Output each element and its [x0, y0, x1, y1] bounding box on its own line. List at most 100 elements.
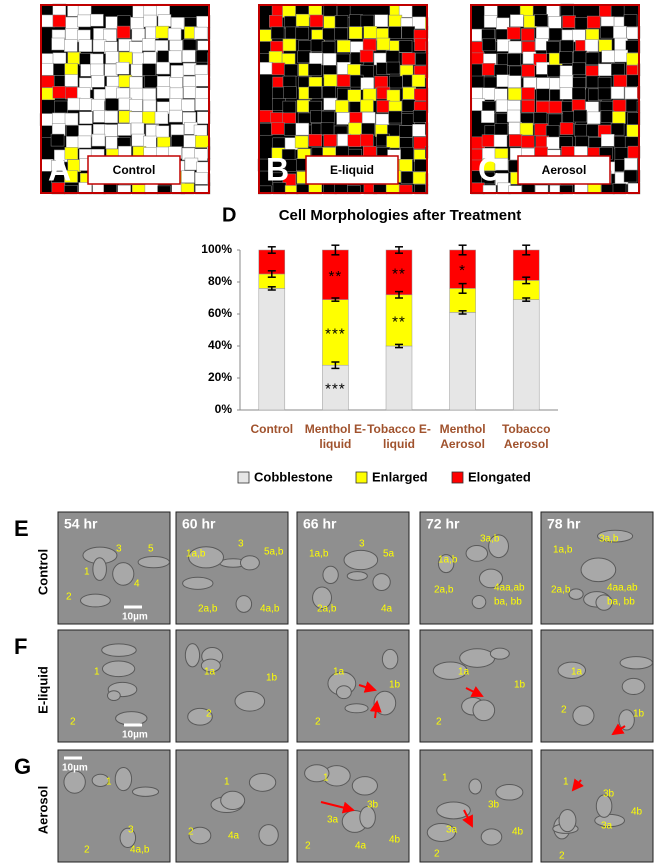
cell: [323, 74, 338, 87]
error-bar: [522, 244, 531, 256]
cell: [399, 159, 413, 172]
time-label: 78 hr: [547, 516, 581, 532]
cell: [142, 88, 157, 101]
bar-segment: [385, 345, 413, 411]
legend-label: Elongated: [468, 469, 531, 484]
cell: [52, 14, 67, 28]
panel-letter: C: [478, 151, 501, 187]
cell: [79, 111, 93, 124]
cell-shape: [200, 658, 221, 673]
cell: [194, 87, 209, 100]
cell-shape: [335, 685, 352, 700]
cell: [50, 133, 65, 147]
time-label: 66 hr: [303, 516, 337, 532]
cell-shape: [235, 595, 253, 613]
cell: [610, 4, 625, 18]
cell-shape: [346, 571, 368, 581]
cell: [536, 77, 551, 90]
cell-shape: [558, 808, 577, 833]
cell: [348, 122, 362, 136]
cell: [389, 75, 403, 89]
cell: [626, 124, 641, 138]
cell: [559, 75, 574, 89]
cell: [598, 63, 612, 77]
cell: [626, 74, 641, 88]
cell: [600, 110, 615, 123]
cell: [294, 135, 309, 149]
x-tick-label: Control: [250, 422, 294, 436]
cell-label: 1: [442, 773, 448, 784]
cell: [65, 28, 79, 41]
cell: [510, 14, 524, 27]
cell: [585, 52, 600, 65]
cell: [104, 110, 118, 124]
cell: [103, 28, 117, 42]
cell: [496, 39, 511, 52]
cell: [142, 99, 157, 113]
cell: [105, 98, 119, 111]
cell-shape: [234, 690, 266, 712]
cell-label: 4a: [228, 831, 240, 842]
bar-segment: [385, 294, 413, 347]
cell: [284, 63, 298, 77]
cell: [401, 113, 416, 126]
cell: [623, 14, 638, 27]
cell: [414, 38, 428, 52]
cell-label: 3a: [327, 815, 339, 826]
cell: [560, 39, 574, 53]
cell: [386, 135, 400, 149]
cell: [521, 100, 535, 113]
cell: [67, 97, 81, 111]
cell: [359, 133, 374, 147]
cell-shape: [557, 661, 587, 680]
cell-shape: [304, 764, 330, 783]
cell: [336, 112, 350, 125]
cell: [521, 28, 535, 41]
row-label: E-liquid: [35, 666, 50, 714]
cell-shape: [92, 557, 107, 581]
cell-shape: [322, 565, 339, 585]
cell: [470, 41, 484, 54]
cell: [78, 39, 93, 52]
error-bar: [458, 244, 467, 256]
micrograph-frame: 60 hr 1a,b 3 5a,b 2a,b 4a,b: [175, 511, 289, 625]
cell: [548, 100, 563, 114]
cell-label: 1: [94, 667, 100, 678]
cell: [376, 37, 391, 51]
cell: [388, 14, 403, 28]
frame-background: [57, 749, 171, 863]
label-box: [517, 155, 611, 185]
row-label: Aerosol: [35, 786, 50, 834]
cell-label: 2: [66, 592, 72, 603]
cell-shape: [596, 529, 634, 543]
cell: [297, 50, 311, 64]
cell-label: 2a,b: [198, 604, 218, 615]
cell-label: 2: [206, 709, 212, 720]
cell: [624, 157, 638, 171]
cell-label: 1a: [204, 667, 216, 678]
cell-label: 1: [323, 773, 329, 784]
cell: [506, 109, 521, 123]
cell: [65, 86, 79, 100]
cell: [181, 99, 195, 112]
cell-shape: [184, 643, 201, 668]
cell: [614, 49, 628, 63]
cell: [573, 109, 587, 123]
cell: [259, 62, 274, 75]
bar-segment: [322, 364, 349, 411]
cell: [471, 52, 485, 66]
label-box: [305, 155, 399, 185]
cell: [39, 113, 54, 126]
cell-label: 1b: [633, 709, 645, 720]
cell-label: 1a: [333, 667, 345, 678]
cell: [91, 75, 105, 88]
frame-background: [175, 511, 289, 625]
micrograph-frame: 1 2 10µm: [57, 629, 171, 743]
cell-shape: [568, 588, 584, 600]
cell: [481, 110, 495, 123]
error-bar: [267, 270, 276, 278]
cell: [193, 26, 208, 40]
micrograph-panel: A Control: [39, 3, 211, 195]
cell: [574, 124, 588, 137]
cell-label: 2: [84, 845, 90, 856]
